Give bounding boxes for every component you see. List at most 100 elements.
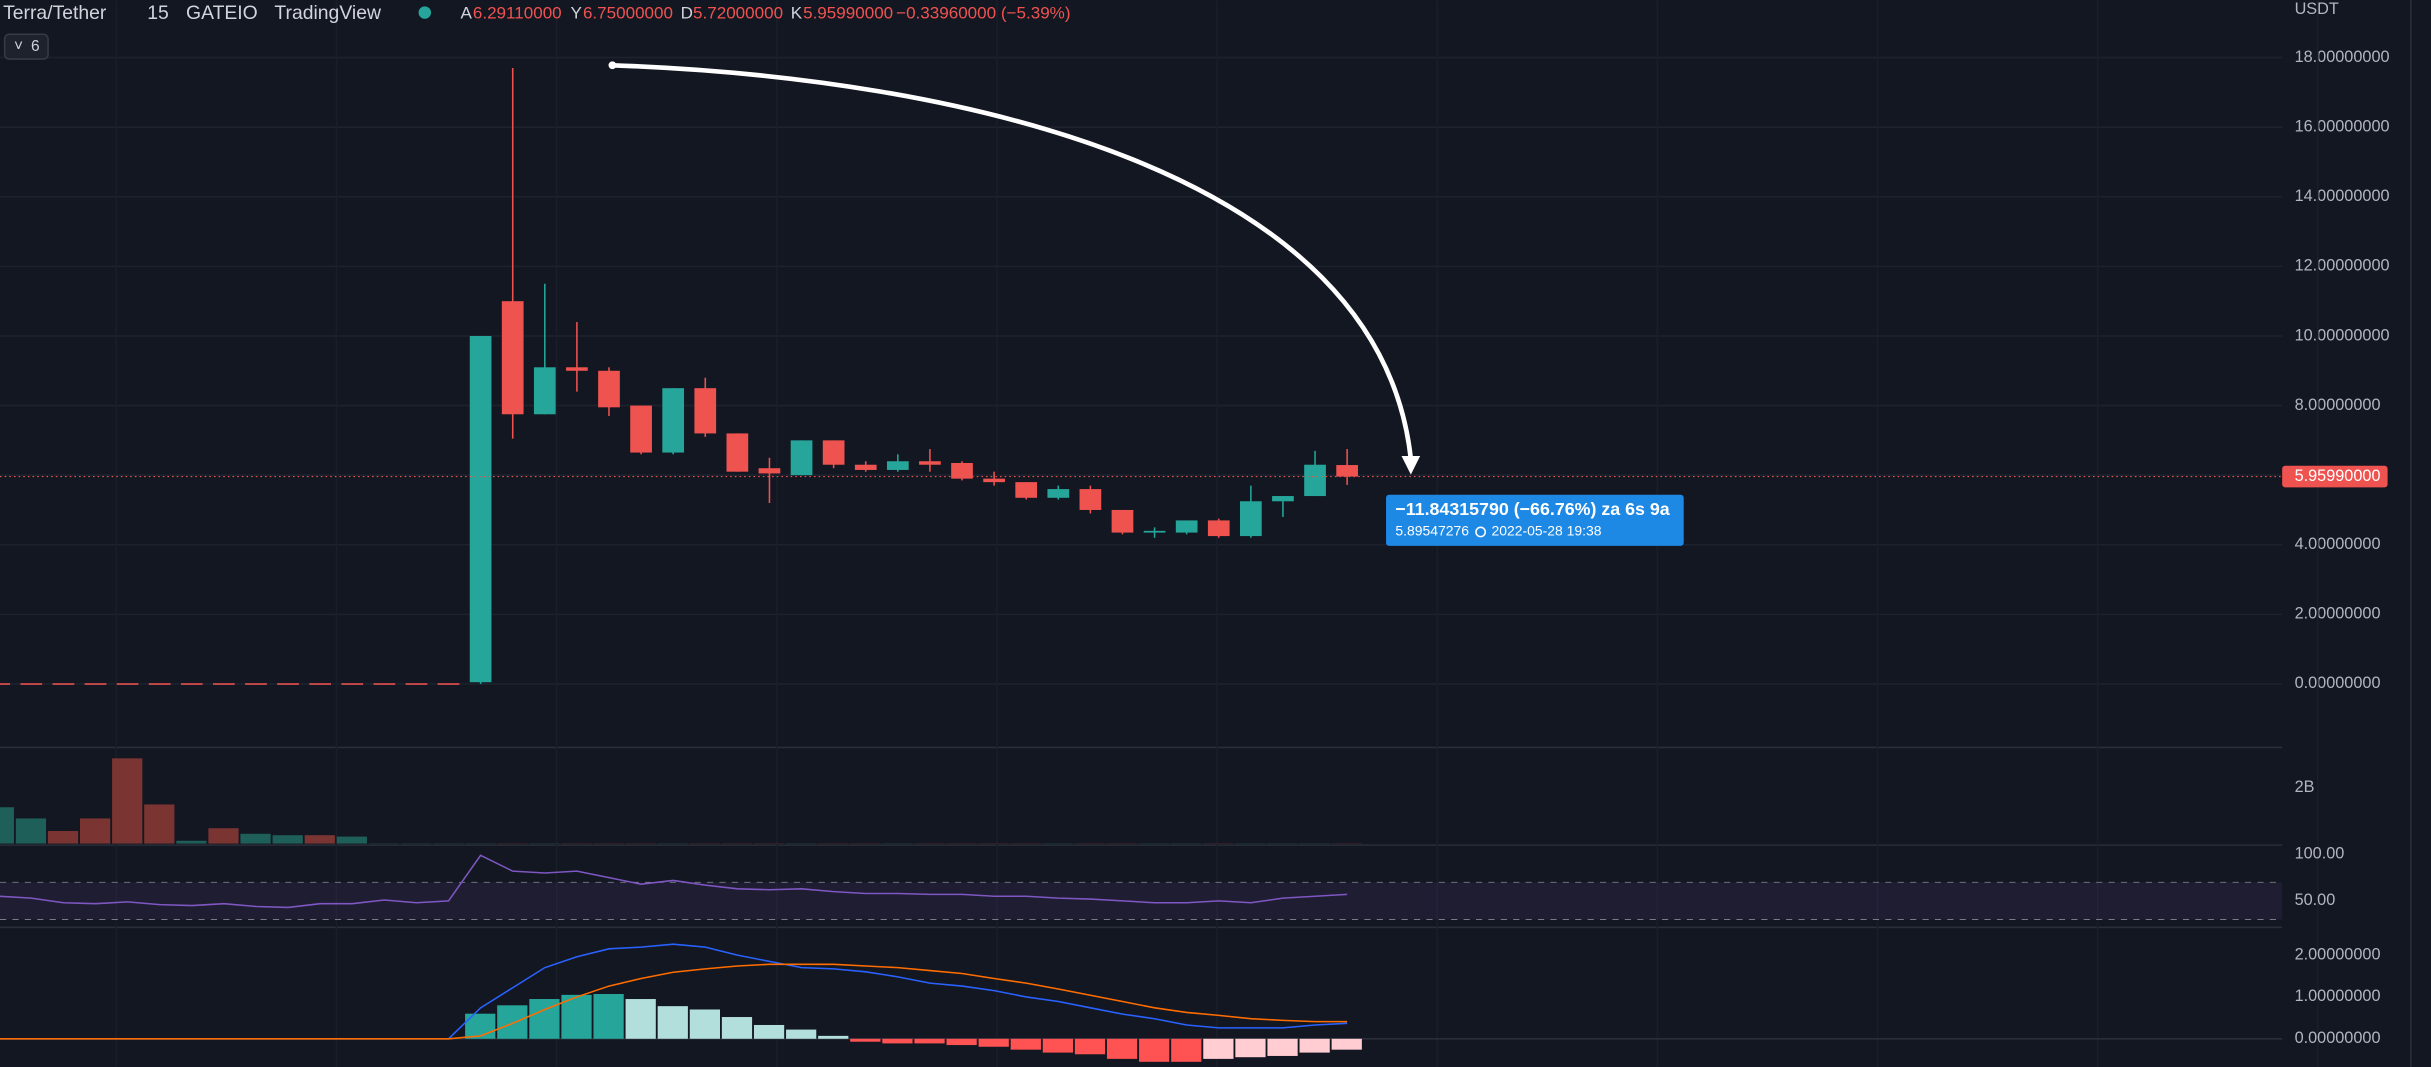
macd-line: [0, 963, 1348, 1040]
volume-bar: [240, 833, 271, 844]
candle-body: [1207, 520, 1230, 537]
candle-body: [598, 370, 620, 408]
measure-time: 2022-05-28 19:38: [1491, 523, 1601, 539]
macd-histogram-bar: [1299, 1038, 1330, 1053]
candle-body: [983, 478, 1005, 483]
candle-body: [1143, 530, 1166, 533]
measure-delta: −11.84315790 (−66.76%) za 6s 9a: [1395, 499, 1670, 519]
macd-histogram-bar: [1171, 1038, 1202, 1062]
macd-histogram-bar: [1074, 1038, 1106, 1055]
y-tick-label: 100.00: [2295, 845, 2345, 863]
volume-bar: [208, 828, 239, 844]
arrow-head: [1401, 455, 1421, 475]
macd-histogram-bar: [689, 1009, 720, 1039]
rsi-band: [0, 882, 2283, 920]
candle-body: [213, 683, 235, 685]
ohlc-value: 6.75000000: [583, 4, 673, 23]
candle-body: [1015, 482, 1038, 498]
rsi-line: [0, 854, 1348, 909]
candle-body: [84, 683, 107, 685]
arrow-drawing[interactable]: [610, 62, 1414, 462]
measure-price: 5.89547276: [1395, 523, 1469, 539]
y-tick-label: 1.00000000: [2295, 987, 2381, 1005]
y-tick-label: 2.00000000: [2295, 945, 2381, 963]
symbol: Terra/Tether: [3, 2, 107, 24]
y-tick-label: 14.00000000: [2295, 187, 2390, 205]
candle-body: [20, 683, 43, 685]
indicators-toggle[interactable]: [3, 33, 49, 60]
candle-body: [309, 683, 332, 685]
candle-body: [533, 367, 556, 415]
macd-histogram-bar: [1042, 1038, 1074, 1053]
candle-body: [694, 388, 717, 434]
macd-histogram-bar: [1331, 1038, 1362, 1050]
candle-body: [630, 405, 652, 453]
last-price-label: 5.95990000: [2295, 467, 2381, 485]
y-tick-label: 50.00: [2295, 891, 2336, 909]
candle-body: [245, 683, 267, 685]
macd-histogram-bar: [946, 1038, 977, 1046]
volume-bar: [0, 807, 14, 844]
candle-body: [951, 462, 973, 479]
candle-body: [116, 683, 139, 685]
candle-body: [1079, 489, 1102, 510]
macd-histogram-bar: [1267, 1038, 1298, 1056]
volume-bar: [112, 758, 143, 844]
candle-body: [662, 388, 685, 453]
clock-icon: [1475, 526, 1487, 538]
ohlc-key: D: [681, 4, 693, 23]
y-tick-label: 18.00000000: [2295, 48, 2390, 66]
last-price-tag: [2282, 465, 2388, 488]
y-tick-label: 4.00000000: [2295, 535, 2381, 553]
macd-histogram-bar: [561, 994, 592, 1039]
macd-histogram-bar: [850, 1038, 881, 1042]
arrow-start: [608, 61, 617, 70]
status-dot: [418, 6, 432, 19]
candle-body: [1111, 509, 1134, 533]
candle-body: [790, 440, 813, 476]
volume-bar: [176, 840, 207, 844]
candle-body: [437, 683, 460, 685]
y-tick-label: 0.00000000: [2295, 674, 2381, 692]
candle-body: [277, 683, 299, 685]
candle-body: [1272, 496, 1294, 502]
y-tick-label: 2B: [2295, 778, 2315, 796]
candle-body: [0, 683, 11, 685]
macd-histogram-bar: [1106, 1038, 1138, 1059]
ohlc-change: −0.33960000 (−5.39%): [896, 4, 1070, 23]
candle-body: [566, 367, 588, 371]
macd-histogram-bar: [593, 994, 624, 1039]
exchange: GATEIO: [186, 2, 258, 24]
y-tick-label: 16.00000000: [2295, 117, 2390, 135]
y-tick-label: 0.00000000: [2295, 1029, 2381, 1047]
interval: 15: [147, 2, 169, 24]
ohlc-key: K: [791, 4, 803, 23]
measure-tooltip: [1386, 494, 1684, 546]
candle-body: [1239, 501, 1262, 537]
macd-histogram-bar: [497, 1005, 528, 1039]
ohlc-key: A: [460, 4, 472, 23]
candle-body: [148, 683, 171, 685]
candle-body: [180, 683, 203, 685]
ohlc-key: Y: [571, 4, 582, 23]
macd-histogram-bar: [657, 1006, 688, 1039]
macd-histogram-bar: [818, 1035, 849, 1039]
macd-histogram-bar: [1139, 1038, 1170, 1062]
macd-histogram-bar: [978, 1038, 1009, 1047]
y-tick-label: 8.00000000: [2295, 396, 2381, 414]
volume-bar: [15, 818, 47, 844]
candle-body: [405, 683, 428, 685]
macd-histogram-bar: [1010, 1038, 1041, 1050]
ohlc-value: 5.72000000: [693, 4, 783, 23]
candle-body: [822, 440, 845, 465]
indicators-count[interactable]: 6: [31, 38, 40, 55]
candle-body: [1175, 520, 1198, 533]
volume-bar: [79, 818, 111, 844]
candle-body: [726, 433, 749, 472]
candle-body: [341, 683, 364, 685]
axis-unit: USDT: [2295, 0, 2339, 18]
macd-histogram-bar: [1235, 1038, 1266, 1058]
volume-bar: [336, 836, 367, 844]
volume-bar: [304, 835, 335, 844]
